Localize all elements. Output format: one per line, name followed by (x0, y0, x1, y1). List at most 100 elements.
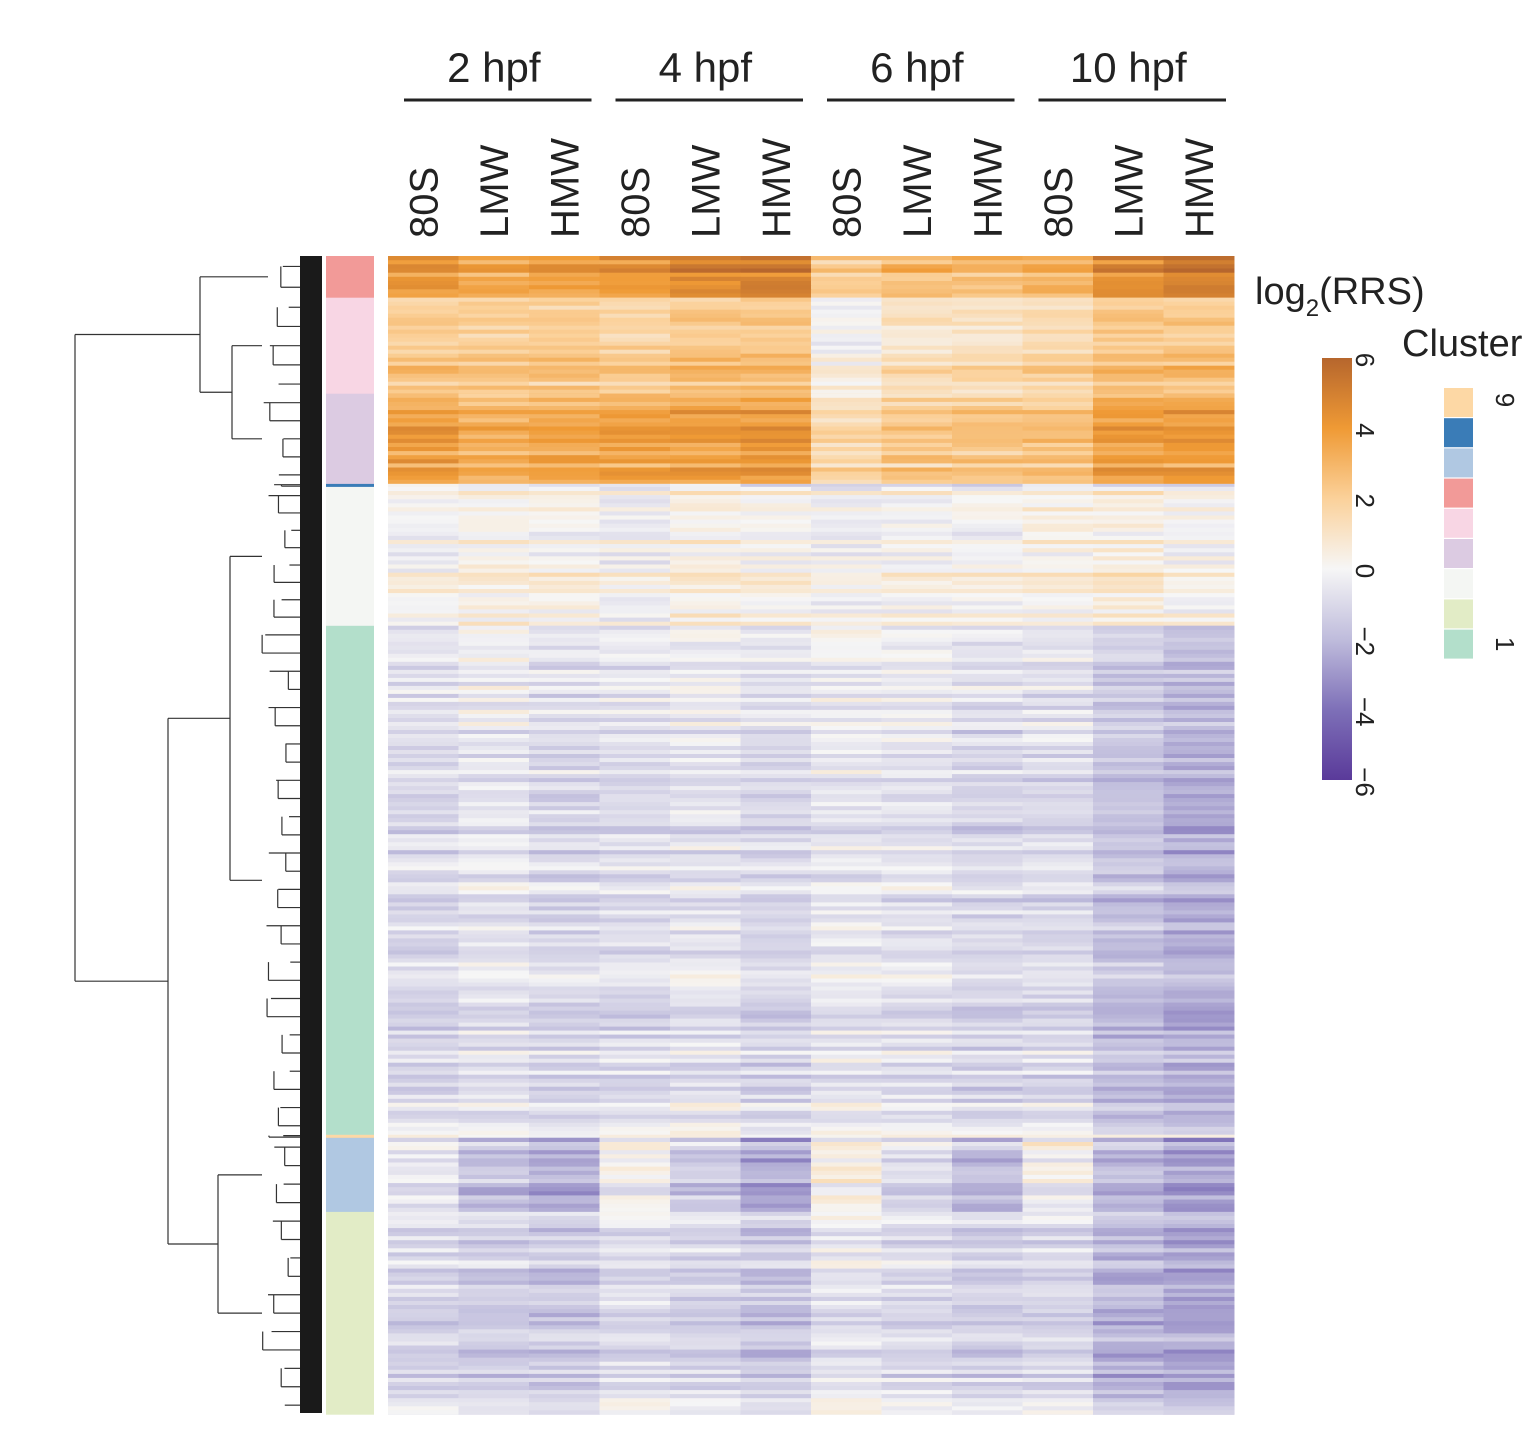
heat-texture-row (1022, 1321, 1094, 1326)
heat-texture-row (952, 697, 1023, 703)
heat-texture-row (740, 544, 812, 549)
heat-texture-row (529, 750, 600, 755)
heat-texture-row (458, 393, 530, 399)
heat-texture-row (599, 1264, 671, 1269)
heat-texture-row (1163, 842, 1235, 847)
colorbar-tick-label: 0 (1350, 564, 1380, 578)
heat-texture-row (952, 297, 1023, 302)
heat-texture-row (1022, 998, 1094, 1003)
heat-texture-row (740, 1022, 812, 1027)
heat-texture-row (1163, 750, 1235, 755)
heat-texture-row (670, 544, 741, 549)
heat-texture-row (529, 511, 600, 516)
heat-texture-row (1022, 1150, 1094, 1155)
heat-texture-row (952, 459, 1023, 464)
heat-texture-row (529, 486, 600, 492)
heat-texture-row (952, 540, 1023, 545)
heat-texture-row (811, 1150, 882, 1155)
heat-texture-row (1022, 645, 1094, 651)
cluster-band-8 (326, 483, 374, 488)
heat-texture-row (1022, 1345, 1094, 1350)
heat-texture-row (529, 260, 600, 265)
heat-texture-row (1163, 1137, 1235, 1143)
heat-texture-row (952, 774, 1023, 779)
heat-texture-row (740, 950, 812, 955)
heat-texture-row (599, 552, 671, 557)
heat-texture-row (881, 1094, 953, 1100)
heat-texture-row (952, 754, 1023, 759)
heat-texture-row (599, 1170, 671, 1176)
heat-texture-row (1022, 1010, 1094, 1015)
heat-texture-row (670, 576, 741, 582)
heat-texture-row (458, 381, 530, 386)
heat-texture-row (740, 697, 812, 703)
heat-texture-row (881, 986, 953, 991)
heat-texture-row (529, 609, 600, 614)
heat-texture-row (1163, 722, 1235, 727)
heat-texture-row (388, 802, 459, 807)
heat-texture-row (952, 1137, 1023, 1143)
heat-texture-row (458, 1341, 530, 1346)
heat-texture-row (740, 746, 812, 751)
heat-texture-row (529, 1118, 600, 1124)
heat-texture-row (388, 918, 459, 923)
heat-texture-row (740, 325, 812, 330)
heat-texture-row (529, 1341, 600, 1346)
heat-texture-row (670, 414, 741, 419)
heat-texture-row (670, 556, 741, 561)
heat-texture-row (458, 718, 530, 723)
heat-texture-row (458, 515, 530, 520)
heat-texture-row (458, 1207, 530, 1213)
heat-texture-row (811, 455, 882, 460)
heat-texture-row (1163, 830, 1235, 835)
heat-texture-row (881, 1244, 953, 1249)
heat-texture-row (388, 564, 459, 569)
heat-texture-row (670, 325, 741, 330)
heat-texture-row (599, 1390, 671, 1395)
heat-texture-row (670, 410, 741, 415)
heat-texture-row (458, 1292, 530, 1298)
heat-texture-row (740, 958, 812, 963)
heat-texture-row (881, 742, 953, 747)
heat-texture-row (1163, 511, 1235, 516)
heat-texture-row (881, 738, 953, 743)
heat-texture-row (1022, 1082, 1094, 1087)
heat-texture-row (811, 1094, 882, 1100)
heat-texture-row (1163, 1236, 1235, 1241)
heat-texture-row (529, 499, 600, 504)
heat-texture-row (529, 693, 600, 699)
heat-texture-row (599, 1078, 671, 1083)
heat-texture-row (388, 540, 459, 545)
heat-texture-row (1163, 966, 1235, 971)
heat-texture-row (458, 1098, 530, 1104)
heat-texture-row (1022, 1292, 1094, 1298)
heat-texture-row (1163, 709, 1235, 715)
heat-texture-row (529, 418, 600, 423)
heat-texture-row (1093, 483, 1164, 488)
heat-texture-row (952, 990, 1023, 995)
heat-texture-row (1093, 572, 1164, 578)
heat-texture-row (1163, 930, 1235, 935)
heat-texture-row (458, 1357, 530, 1362)
heat-texture-row (458, 850, 530, 855)
heat-texture-row (529, 665, 600, 671)
heat-texture-row (811, 1345, 882, 1350)
heat-texture-row (1093, 256, 1164, 261)
heat-texture-row (740, 906, 812, 911)
column-label: 80S (1037, 167, 1081, 238)
heat-texture-row (388, 982, 459, 987)
heat-texture-row (1163, 309, 1235, 314)
heat-texture-row (952, 689, 1023, 695)
heat-texture-row (388, 459, 459, 464)
heat-texture-row (1022, 1187, 1094, 1192)
heat-texture-row (1093, 486, 1164, 492)
heat-texture-row (952, 613, 1023, 618)
heat-texture-row (1163, 535, 1235, 541)
heat-texture-row (1093, 1276, 1164, 1281)
heat-texture-row (952, 397, 1023, 403)
heat-texture-row (881, 766, 953, 771)
heat-texture-row (388, 786, 459, 791)
heat-texture-row (599, 822, 671, 827)
heat-texture-row (458, 657, 530, 663)
heat-texture-row (670, 874, 741, 879)
